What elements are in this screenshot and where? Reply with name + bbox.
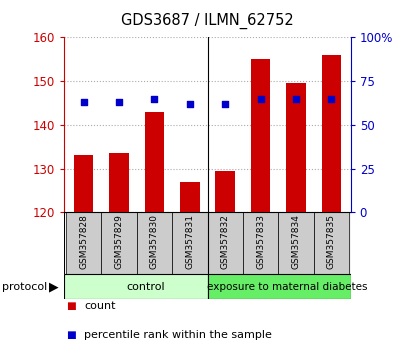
Bar	[314, 212, 349, 274]
Point	[151, 96, 158, 101]
Text: GSM357832: GSM357832	[221, 214, 229, 269]
Bar	[64, 274, 208, 299]
Bar	[286, 83, 305, 212]
Bar	[66, 212, 101, 274]
Text: GSM357834: GSM357834	[291, 214, 300, 269]
Bar	[322, 55, 341, 212]
Text: control: control	[126, 282, 165, 292]
Text: GSM357829: GSM357829	[115, 214, 124, 269]
Text: GDS3687 / ILMN_62752: GDS3687 / ILMN_62752	[121, 12, 294, 29]
Text: percentile rank within the sample: percentile rank within the sample	[84, 330, 272, 339]
Bar	[110, 153, 129, 212]
Bar	[74, 155, 93, 212]
Point	[328, 96, 334, 101]
Text: count: count	[84, 301, 116, 311]
Point	[222, 101, 229, 107]
Text: GSM357828: GSM357828	[79, 214, 88, 269]
Bar	[208, 274, 351, 299]
Bar	[172, 212, 208, 274]
Text: ■: ■	[66, 330, 76, 339]
Point	[186, 101, 193, 107]
Bar	[101, 212, 137, 274]
Bar	[180, 182, 200, 212]
Text: protocol: protocol	[2, 282, 47, 292]
Bar	[251, 59, 270, 212]
Bar	[243, 212, 278, 274]
Text: ■: ■	[66, 301, 76, 311]
Text: GSM357833: GSM357833	[256, 214, 265, 269]
Text: exposure to maternal diabetes: exposure to maternal diabetes	[207, 282, 367, 292]
Bar	[145, 112, 164, 212]
Bar	[137, 212, 172, 274]
Point	[81, 99, 87, 105]
Text: GSM357830: GSM357830	[150, 214, 159, 269]
Text: GSM357835: GSM357835	[327, 214, 336, 269]
Point	[257, 96, 264, 101]
Bar	[215, 171, 235, 212]
Point	[116, 99, 122, 105]
Bar	[208, 212, 243, 274]
Bar	[278, 212, 314, 274]
Text: GSM357831: GSM357831	[186, 214, 194, 269]
Text: ▶: ▶	[49, 280, 59, 293]
Point	[293, 96, 299, 101]
